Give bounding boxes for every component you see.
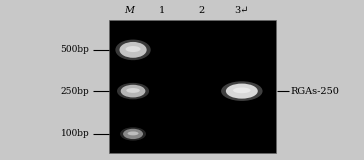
Text: 1: 1 <box>159 6 165 15</box>
Text: 2: 2 <box>199 6 205 15</box>
Ellipse shape <box>233 88 250 93</box>
Text: 100bp: 100bp <box>61 129 90 138</box>
Ellipse shape <box>226 84 258 99</box>
Ellipse shape <box>126 46 141 52</box>
Text: M: M <box>124 6 134 15</box>
Ellipse shape <box>127 132 139 135</box>
Ellipse shape <box>120 127 146 141</box>
Text: 3↵: 3↵ <box>235 6 249 15</box>
Text: 250bp: 250bp <box>61 87 90 96</box>
Ellipse shape <box>119 42 147 58</box>
Ellipse shape <box>123 129 143 139</box>
Ellipse shape <box>117 83 149 99</box>
Ellipse shape <box>121 85 145 97</box>
Text: 500bp: 500bp <box>61 45 90 54</box>
Ellipse shape <box>126 88 140 93</box>
Text: RGAs-250: RGAs-250 <box>291 87 340 96</box>
Bar <box>110 20 276 153</box>
Ellipse shape <box>221 81 262 101</box>
Ellipse shape <box>115 40 151 60</box>
